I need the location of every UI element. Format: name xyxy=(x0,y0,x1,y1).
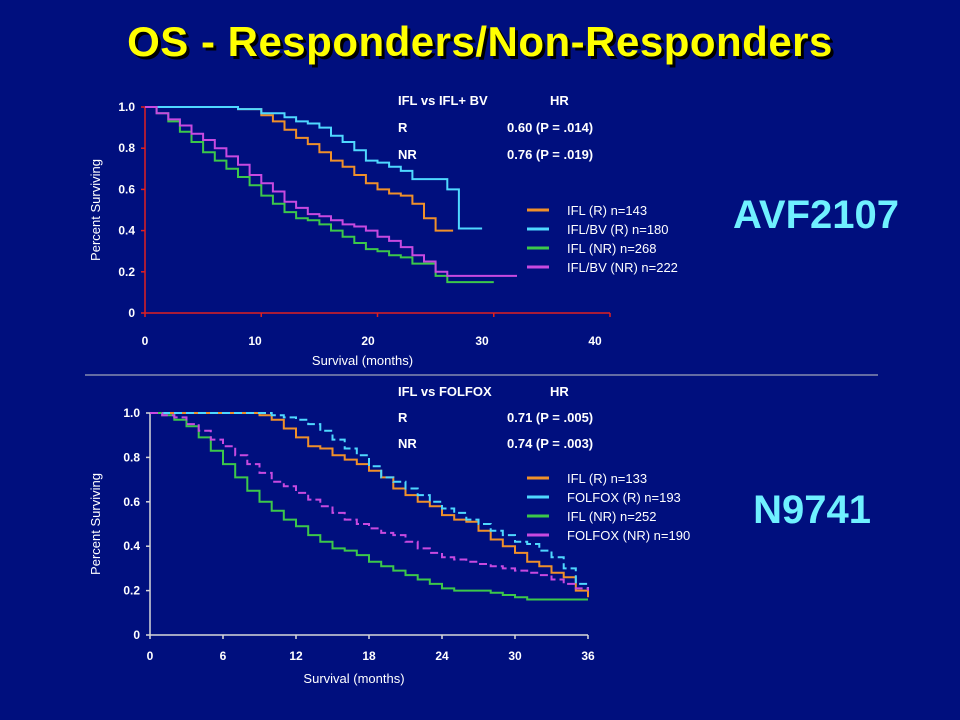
y-tick-label: 0 xyxy=(128,306,135,320)
hr-table-comparison: IFL vs IFL+ BV xyxy=(398,93,488,108)
x-tick-label: 30 xyxy=(508,649,522,663)
x-axis-label: Survival (months) xyxy=(312,353,413,368)
y-tick-label: 0.6 xyxy=(123,495,140,509)
y-tick-label: 0 xyxy=(133,628,140,642)
hr-table-header: HR xyxy=(550,384,569,399)
series-line-0 xyxy=(145,106,454,232)
x-tick-label: 0 xyxy=(142,334,149,348)
hr-row-value: 0.74 (P = .003) xyxy=(507,436,593,451)
x-tick-label: 30 xyxy=(475,334,489,348)
study-label: AVF2107 xyxy=(733,193,899,237)
x-tick-label: 6 xyxy=(220,649,227,663)
hr-row-value: 0.76 (P = .019) xyxy=(507,147,593,162)
legend-label: IFL (R) n=143 xyxy=(567,203,647,218)
hr-row-value: 0.71 (P = .005) xyxy=(507,410,593,425)
series-line-2 xyxy=(150,412,588,601)
y-tick-label: 0.4 xyxy=(123,539,140,553)
x-tick-label: 0 xyxy=(147,649,154,663)
hr-row-group: NR xyxy=(398,436,417,451)
series-line-3 xyxy=(145,106,517,277)
x-tick-label: 12 xyxy=(289,649,303,663)
legend-label: IFL/BV (R) n=180 xyxy=(567,222,669,237)
y-tick-label: 1.0 xyxy=(118,100,135,114)
series-line-1 xyxy=(150,412,589,589)
y-tick-label: 0.8 xyxy=(118,141,135,155)
hr-row-group: R xyxy=(398,120,408,135)
series-line-1 xyxy=(145,106,483,230)
x-tick-label: 20 xyxy=(361,334,375,348)
hr-table-header: HR xyxy=(550,93,569,108)
y-axis-label: Percent Surviving xyxy=(88,159,103,261)
x-tick-label: 36 xyxy=(581,649,595,663)
hr-row-group: R xyxy=(398,410,408,425)
x-tick-label: 40 xyxy=(588,334,602,348)
legend-label: IFL (NR) n=252 xyxy=(567,509,656,524)
legend-label: IFL/BV (NR) n=222 xyxy=(567,260,678,275)
y-tick-label: 0.2 xyxy=(118,265,135,279)
y-axis-label: Percent Surviving xyxy=(88,473,103,575)
y-tick-label: 1.0 xyxy=(123,406,140,420)
x-tick-label: 18 xyxy=(362,649,376,663)
hr-table-comparison: IFL vs FOLFOX xyxy=(398,384,492,399)
hr-row-value: 0.60 (P = .014) xyxy=(507,120,593,135)
study-label: N9741 xyxy=(753,488,871,532)
y-tick-label: 0.6 xyxy=(118,182,135,196)
series-line-2 xyxy=(145,106,494,284)
y-tick-label: 0.2 xyxy=(123,584,140,598)
y-tick-label: 0.8 xyxy=(123,450,140,464)
legend-label: IFL (R) n=133 xyxy=(567,471,647,486)
hr-row-group: NR xyxy=(398,147,417,162)
y-tick-label: 0.4 xyxy=(118,224,135,238)
x-axis-label: Survival (months) xyxy=(303,671,404,686)
page-title: OS - Responders/Non-Responders xyxy=(127,18,833,65)
x-tick-label: 10 xyxy=(248,334,262,348)
legend-label: FOLFOX (R) n=193 xyxy=(567,490,681,505)
legend-label: IFL (NR) n=268 xyxy=(567,241,656,256)
x-tick-label: 24 xyxy=(435,649,449,663)
legend-label: FOLFOX (NR) n=190 xyxy=(567,528,690,543)
series-line-3 xyxy=(150,412,589,591)
